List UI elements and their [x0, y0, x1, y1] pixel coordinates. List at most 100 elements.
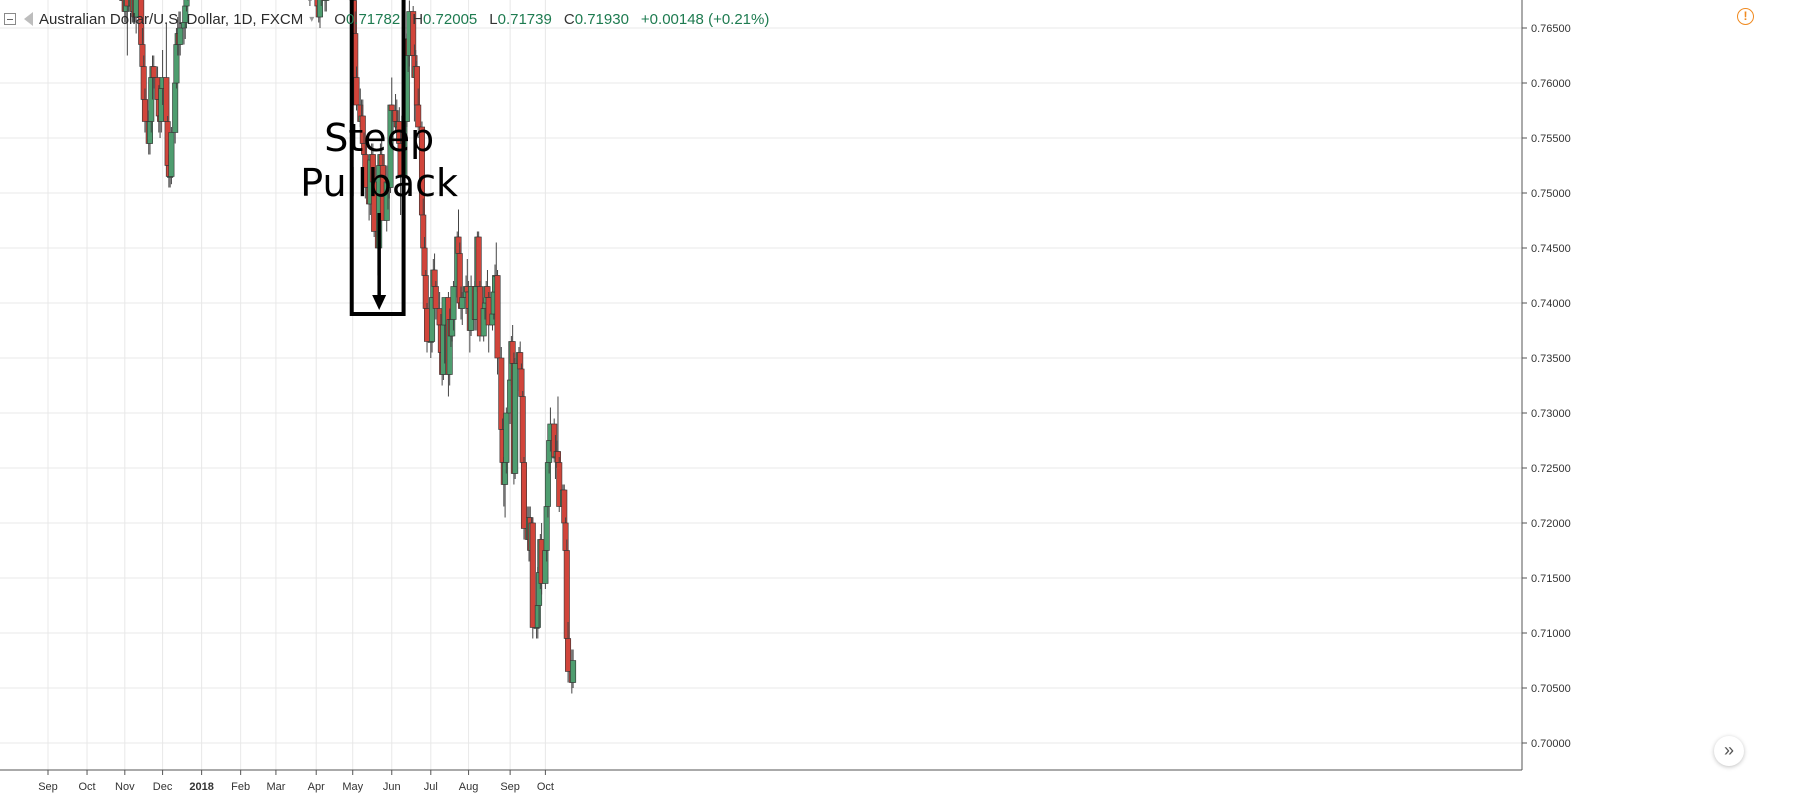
candle-down — [424, 303, 431, 353]
candle-down — [309, 0, 311, 6]
x-tick-label: Dec — [153, 781, 173, 793]
candle-up — [503, 407, 510, 474]
candle-body — [529, 522, 536, 628]
candle-up — [512, 358, 519, 479]
candle-body — [449, 319, 456, 337]
candle-body — [316, 0, 323, 18]
candle-body — [544, 462, 551, 507]
y-tick-label: 0.72500 — [1531, 463, 1571, 475]
y-tick-label: 0.72000 — [1531, 518, 1571, 530]
candle-body — [503, 412, 510, 463]
candle-down — [432, 281, 439, 320]
candle-body — [148, 77, 155, 122]
x-tick-label: Oct — [537, 781, 554, 793]
x-tick-label: Aug — [459, 781, 479, 793]
low-value: 0.71739 — [497, 10, 552, 28]
candle-body — [150, 66, 157, 78]
candle-body — [556, 462, 563, 507]
candle-body — [565, 638, 572, 672]
high-value: 0.72005 — [423, 10, 478, 28]
candle-body — [534, 605, 541, 628]
y-tick-label: 0.70500 — [1531, 683, 1571, 695]
y-tick-label: 0.74500 — [1531, 243, 1571, 255]
candle-body — [421, 247, 428, 276]
candle-down — [520, 457, 527, 540]
minus-square-icon[interactable] — [4, 13, 16, 25]
high-label: H — [412, 10, 424, 28]
close-label: C — [563, 10, 575, 28]
flag-icon[interactable] — [24, 12, 33, 26]
candle-up — [459, 292, 466, 325]
candle-body — [459, 297, 466, 309]
candle-body — [456, 253, 463, 304]
candle-body — [424, 308, 431, 342]
warning-icon[interactable]: ! — [1737, 8, 1754, 25]
candle-body — [323, 0, 330, 1]
candle-up — [323, 0, 330, 12]
candle-down — [509, 325, 516, 369]
candle-down — [124, 0, 131, 56]
y-tick-label: 0.73500 — [1531, 353, 1571, 365]
x-tick-label: Mar — [266, 781, 285, 793]
y-tick-label: 0.75000 — [1531, 188, 1571, 200]
y-tick-label: 0.71500 — [1531, 573, 1571, 585]
scroll-to-realtime-button[interactable]: » — [1714, 736, 1744, 766]
symbol-title[interactable]: Australian Dollar/U.S. Dollar, 1D, FXCM — [39, 10, 304, 28]
candle-body — [450, 286, 457, 320]
candle-down — [565, 622, 572, 683]
axes: 0.815000.810000.805000.800000.795000.790… — [0, 0, 1571, 793]
x-tick-label: Jul — [424, 781, 438, 793]
candle-body — [475, 236, 482, 287]
candle-down — [141, 88, 148, 133]
y-tick-label: 0.76500 — [1531, 23, 1571, 35]
candle-body — [431, 269, 438, 287]
candle-down — [519, 391, 526, 474]
y-tick-label: 0.70000 — [1531, 738, 1571, 750]
x-tick-label: Sep — [500, 781, 520, 793]
candle-up — [570, 649, 577, 688]
candle-body — [177, 27, 184, 45]
close-readout: C0.71930 — [564, 11, 629, 28]
candle-body — [546, 440, 553, 463]
chevron-down-icon[interactable]: ▾ — [309, 13, 315, 25]
y-tick-label: 0.71000 — [1531, 628, 1571, 640]
candle-down — [150, 55, 157, 89]
candle-body — [498, 357, 505, 430]
x-tick-label: Jun — [383, 781, 401, 793]
candle-down — [563, 539, 570, 655]
annotation-line-2: Pullback — [300, 161, 458, 205]
candle-body — [484, 286, 491, 298]
candle-body — [353, 77, 360, 106]
candle-down — [561, 484, 568, 529]
candle-body — [415, 104, 422, 128]
chart-header: Australian Dollar/U.S. Dollar, 1D, FXCM … — [0, 0, 1760, 38]
candle-down — [529, 517, 536, 639]
candle-body — [436, 308, 443, 326]
x-tick-label: Apr — [308, 781, 325, 793]
candle-up — [177, 11, 184, 56]
annotation-line-1: Steep — [324, 116, 434, 160]
candle-body — [140, 66, 147, 100]
candle-down — [556, 457, 563, 512]
open-label: O — [334, 10, 346, 28]
grid — [0, 0, 1522, 770]
high-readout: H0.72005 — [412, 11, 477, 28]
candle-body — [520, 462, 527, 529]
candle-body — [494, 275, 501, 359]
candle-body — [542, 550, 549, 584]
candle-down — [353, 66, 360, 111]
x-tick-label: Nov — [115, 781, 135, 793]
candle-body — [455, 236, 462, 254]
candle-body — [420, 214, 427, 249]
annotation-arrow-head — [372, 295, 387, 310]
candle-body — [432, 286, 439, 309]
y-tick-label: 0.76000 — [1531, 78, 1571, 90]
y-tick-label: 0.74000 — [1531, 298, 1571, 310]
candle-body — [489, 313, 496, 326]
candle-body — [413, 66, 420, 106]
candle-body — [141, 99, 148, 122]
candle-down — [415, 88, 422, 138]
candle-body — [563, 550, 570, 639]
